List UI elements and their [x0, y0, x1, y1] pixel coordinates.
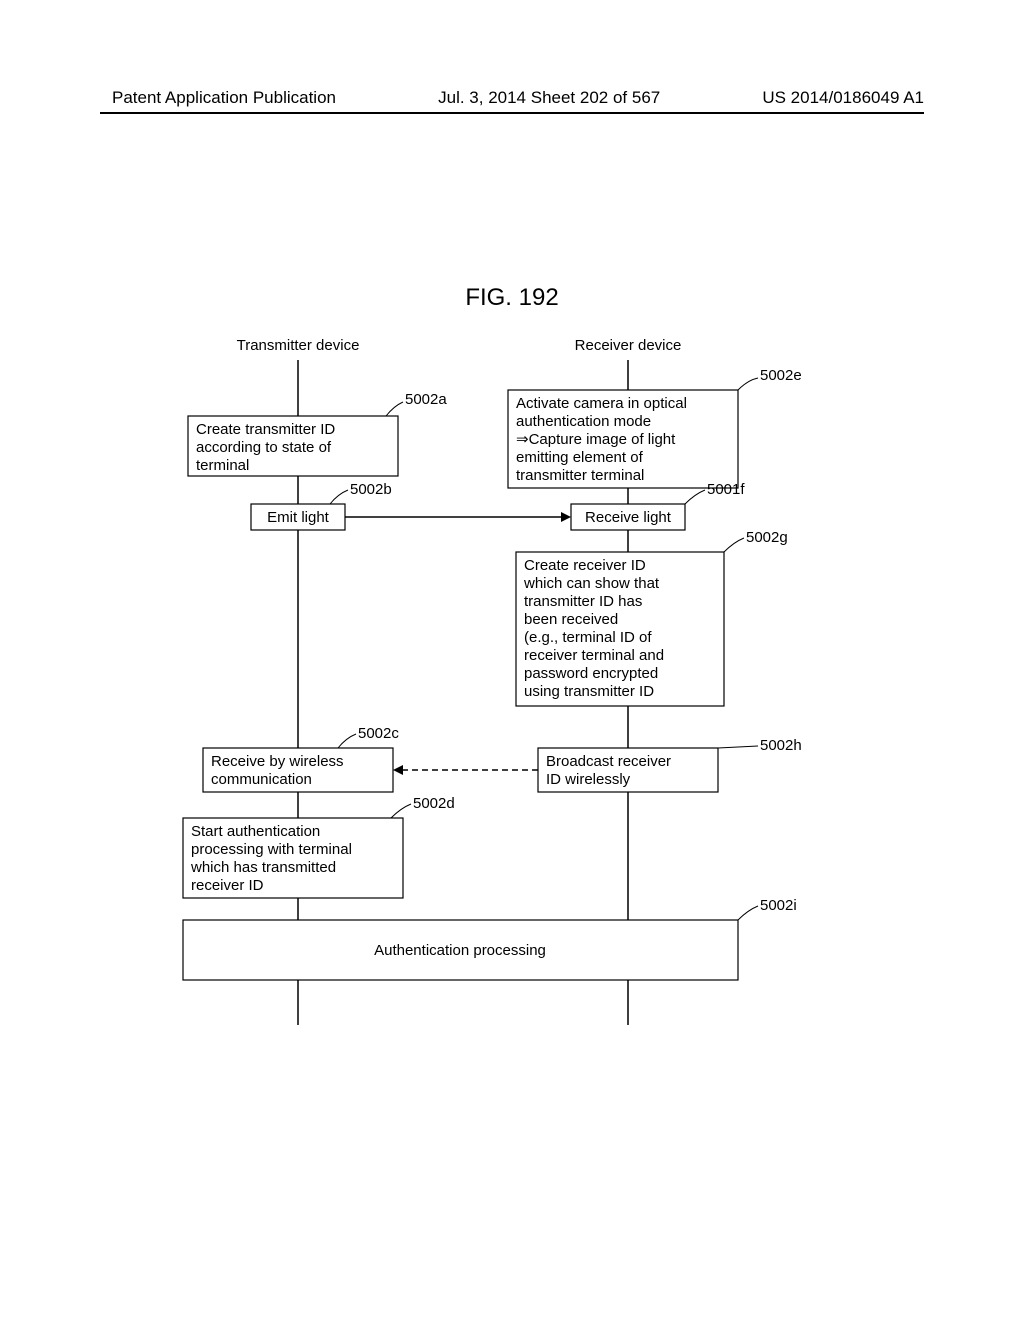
arrowhead-icon: [561, 512, 571, 522]
box-e-l5: transmitter terminal: [516, 467, 644, 484]
box-d-l3: which has transmitted: [190, 859, 336, 876]
ref-i: 5002i: [760, 897, 797, 914]
box-d-l2: processing with terminal: [191, 841, 352, 858]
leader-e: [738, 378, 758, 390]
box-c-l2: communication: [211, 771, 312, 788]
box-g-l5: (e.g., terminal ID of: [524, 629, 652, 646]
box-g-l7: password encrypted: [524, 665, 658, 682]
box-g-l4: been received: [524, 611, 618, 628]
box-a-l2: according to state of: [196, 439, 332, 456]
box-e-l2: authentication mode: [516, 413, 651, 430]
header-right: US 2014/0186049 A1: [762, 88, 924, 108]
box-g-l8: using transmitter ID: [524, 683, 654, 700]
leader-f: [685, 490, 705, 504]
header-left: Patent Application Publication: [112, 88, 336, 108]
box-g-l6: receiver terminal and: [524, 647, 664, 664]
box-e-l1: Activate camera in optical: [516, 395, 687, 412]
ref-h: 5002h: [760, 737, 802, 754]
ref-f: 5001f: [707, 481, 745, 498]
box-b-l1: Emit light: [267, 509, 330, 526]
box-c-l1: Receive by wireless: [211, 753, 344, 770]
box-h-l2: ID wirelessly: [546, 771, 631, 788]
box-e-l3: ⇒Capture image of light: [516, 431, 676, 448]
column-receiver-label: Receiver device: [575, 337, 682, 354]
leader-h: [718, 746, 758, 748]
box-g-l1: Create receiver ID: [524, 557, 646, 574]
box-g-l3: transmitter ID has: [524, 593, 642, 610]
leader-i: [738, 906, 758, 920]
ref-e: 5002e: [760, 367, 802, 384]
header-rule: [100, 112, 924, 114]
box-a-l1: Create transmitter ID: [196, 421, 335, 438]
figure-title: FIG. 192: [0, 284, 1024, 312]
flowchart: Transmitter device Receiver device Activ…: [98, 330, 858, 1040]
arrowhead-icon: [393, 765, 403, 775]
column-transmitter-label: Transmitter device: [237, 337, 360, 354]
box-d-l1: Start authentication: [191, 823, 320, 840]
box-i-l1: Authentication processing: [374, 942, 546, 959]
ref-c: 5002c: [358, 725, 399, 742]
leader-a: [386, 402, 403, 416]
leader-c: [338, 734, 356, 748]
box-a-l3: terminal: [196, 457, 249, 474]
leader-d: [391, 804, 411, 818]
page-header: Patent Application Publication Jul. 3, 2…: [0, 88, 1024, 108]
box-f-l1: Receive light: [585, 509, 672, 526]
box-g-l2: which can show that: [523, 575, 660, 592]
ref-g: 5002g: [746, 529, 788, 546]
box-h-l1: Broadcast receiver: [546, 753, 671, 770]
ref-a: 5002a: [405, 391, 447, 408]
box-d-l4: receiver ID: [191, 877, 264, 894]
header-center: Jul. 3, 2014 Sheet 202 of 567: [438, 88, 660, 108]
leader-b: [330, 490, 348, 504]
leader-g: [724, 538, 744, 552]
ref-d: 5002d: [413, 795, 455, 812]
ref-b: 5002b: [350, 481, 392, 498]
box-e-l4: emitting element of: [516, 449, 644, 466]
